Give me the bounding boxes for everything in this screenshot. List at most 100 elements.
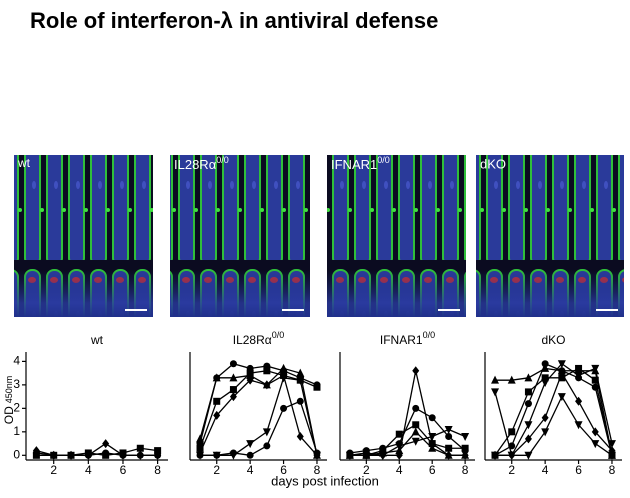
x-tick-label: 4 bbox=[247, 463, 254, 477]
chart: dKO 2 4 6 8 bbox=[484, 333, 622, 477]
marker bbox=[558, 374, 566, 382]
panel-label: IFNAR10/0 bbox=[331, 155, 390, 172]
y-axis-label: OD450nm bbox=[2, 376, 16, 425]
marker bbox=[67, 451, 75, 459]
chart-title: IFNAR10/0 bbox=[380, 330, 435, 347]
x-tick-label: 4 bbox=[85, 463, 92, 477]
marker bbox=[461, 433, 470, 442]
marker bbox=[213, 397, 221, 405]
chart-title: wt bbox=[90, 333, 104, 347]
marker bbox=[154, 447, 162, 455]
marker bbox=[607, 440, 616, 449]
marker bbox=[411, 437, 420, 446]
marker bbox=[262, 428, 271, 437]
marker bbox=[229, 386, 237, 394]
marker bbox=[575, 396, 583, 406]
marker bbox=[313, 449, 321, 457]
marker bbox=[428, 440, 436, 448]
marker bbox=[412, 404, 420, 412]
x-tick-label: 4 bbox=[542, 463, 549, 477]
chart-title: IL28Rα0/0 bbox=[233, 330, 284, 347]
marker bbox=[557, 393, 566, 402]
marker bbox=[444, 450, 453, 459]
marker bbox=[541, 374, 549, 382]
marker bbox=[279, 374, 288, 383]
marker bbox=[508, 442, 516, 450]
marker bbox=[378, 448, 387, 457]
marker bbox=[558, 368, 566, 378]
series-line bbox=[349, 430, 466, 456]
marker bbox=[246, 451, 254, 459]
micrograph: dKO bbox=[476, 155, 624, 317]
series-line bbox=[199, 374, 318, 456]
marker bbox=[412, 421, 420, 429]
marker bbox=[362, 450, 371, 459]
panel-label: wt bbox=[17, 156, 31, 170]
marker bbox=[591, 364, 600, 373]
marker bbox=[345, 450, 354, 459]
marker bbox=[279, 363, 288, 372]
x-tick-label: 2 bbox=[50, 463, 57, 477]
marker bbox=[524, 451, 533, 460]
marker bbox=[246, 440, 255, 449]
x-tick-label: 4 bbox=[396, 463, 403, 477]
marker bbox=[557, 360, 566, 369]
y-tick-label: 1 bbox=[13, 424, 20, 438]
marker bbox=[102, 449, 110, 457]
marker bbox=[491, 451, 500, 460]
marker bbox=[524, 388, 532, 396]
micrograph: wt bbox=[14, 155, 153, 317]
marker bbox=[428, 443, 437, 452]
marker bbox=[246, 375, 254, 385]
marker bbox=[445, 433, 453, 441]
marker bbox=[229, 373, 238, 382]
marker bbox=[428, 414, 436, 422]
series-line bbox=[349, 428, 466, 456]
marker bbox=[411, 427, 420, 436]
marker bbox=[84, 451, 92, 459]
marker bbox=[119, 451, 127, 459]
marker bbox=[32, 449, 40, 457]
marker bbox=[213, 410, 221, 420]
marker bbox=[50, 451, 58, 459]
marker bbox=[524, 421, 533, 430]
marker bbox=[136, 444, 144, 452]
marker bbox=[574, 421, 583, 430]
marker bbox=[136, 451, 144, 459]
x-tick-label: 6 bbox=[429, 463, 436, 477]
marker bbox=[229, 449, 237, 457]
marker bbox=[591, 376, 599, 384]
panel-label: IL28Rα0/0 bbox=[174, 155, 229, 172]
marker bbox=[263, 442, 271, 450]
x-axis-label: days post infection bbox=[271, 473, 379, 488]
series-line bbox=[349, 370, 466, 456]
series-line bbox=[494, 362, 613, 458]
marker bbox=[296, 397, 304, 405]
x-tick-label: 8 bbox=[609, 463, 616, 477]
marker bbox=[412, 366, 420, 376]
marker bbox=[541, 413, 549, 423]
chart: wt 0 1 2 3 4 2 4 6 8 bbox=[13, 333, 168, 477]
marker bbox=[541, 428, 550, 437]
marker bbox=[591, 427, 599, 437]
marker bbox=[491, 375, 500, 384]
marker bbox=[524, 400, 532, 408]
micrograph: IL28Rα0/0 bbox=[170, 155, 310, 317]
chart-title: dKO bbox=[541, 333, 565, 347]
marker bbox=[154, 451, 162, 459]
panel-label: dKO bbox=[480, 156, 506, 171]
marker bbox=[445, 444, 453, 452]
marker bbox=[313, 383, 321, 391]
series-line bbox=[495, 367, 613, 456]
x-tick-label: 2 bbox=[363, 463, 370, 477]
marker bbox=[280, 404, 288, 412]
marker bbox=[524, 373, 533, 382]
marker bbox=[461, 450, 470, 459]
marker bbox=[229, 392, 237, 402]
marker bbox=[213, 451, 221, 459]
x-tick-label: 6 bbox=[280, 463, 287, 477]
x-tick-label: 2 bbox=[213, 463, 220, 477]
y-tick-label: 3 bbox=[13, 377, 20, 391]
chart: IFNAR10/0 2 4 6 8 bbox=[339, 330, 475, 477]
